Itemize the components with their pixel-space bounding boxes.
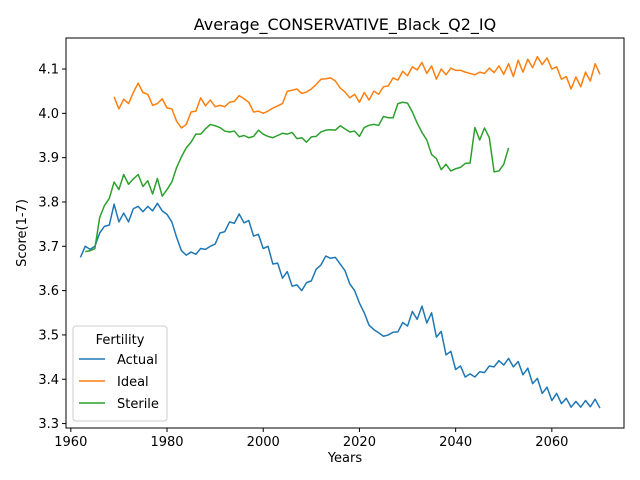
x-tick-label: 2040 xyxy=(439,435,472,450)
y-tick-label: 3.4 xyxy=(38,373,59,388)
legend-label-actual: Actual xyxy=(117,353,158,368)
legend-box xyxy=(72,325,168,422)
y-tick-label: 3.5 xyxy=(38,328,59,343)
x-tick-label: 2020 xyxy=(343,435,376,450)
series-line-actual xyxy=(79,202,601,409)
x-tick-label: 1960 xyxy=(54,435,87,450)
plot-area xyxy=(79,55,601,409)
x-tick-label: 2060 xyxy=(535,435,568,450)
y-tick-label: 3.3 xyxy=(38,417,59,432)
legend-title: Fertility xyxy=(96,333,145,348)
y-tick-label: 3.6 xyxy=(38,284,59,299)
y-axis: 3.3 3.4 3.5 3.6 3.7 3.8 3.9 4.0 4.1 xyxy=(38,63,66,432)
x-axis-label: Years xyxy=(327,451,363,466)
legend-label-ideal: Ideal xyxy=(117,375,149,390)
legend-label-sterile: Sterile xyxy=(117,397,159,412)
y-tick-label: 3.9 xyxy=(38,151,59,166)
plot-frame xyxy=(65,37,625,429)
chart-title: Average_CONSERVATIVE_Black_Q2_IQ xyxy=(194,15,497,35)
x-tick-label: 1980 xyxy=(150,435,183,450)
x-tick-label: 2000 xyxy=(247,435,280,450)
y-axis-label: Score(1-7) xyxy=(15,199,30,267)
y-tick-label: 4.0 xyxy=(38,107,59,122)
y-tick-label: 3.8 xyxy=(38,195,59,210)
series-line-sterile xyxy=(85,101,510,253)
series-line-ideal xyxy=(113,55,601,129)
y-tick-label: 3.7 xyxy=(38,240,59,255)
y-tick-label: 4.1 xyxy=(38,63,59,78)
x-axis: 1960 1980 2000 2020 2040 2060 xyxy=(54,428,568,450)
legend: Fertility Actual Ideal Sterile xyxy=(72,325,168,422)
